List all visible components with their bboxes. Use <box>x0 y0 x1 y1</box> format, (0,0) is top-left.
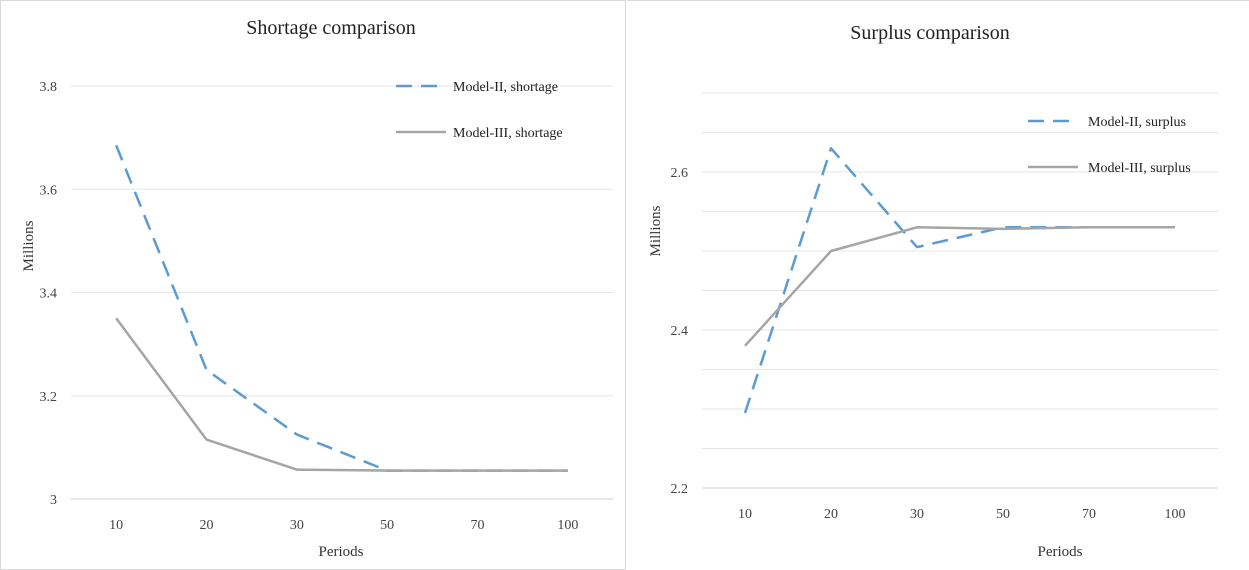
surplus-chart-panel: Surplus comparison 2.2 2.4 2.6 10 20 30 50 70 100… <box>627 0 1249 570</box>
legend-label-2: Model-III, shortage <box>453 126 563 141</box>
y-axis-label: Millions <box>21 220 37 271</box>
legend-label-1: Model-II, surplus <box>1088 115 1186 130</box>
x-tick-label: 50 <box>996 507 1010 522</box>
shortage-chart: Shortage comparison 3 3.2 3.4 3.6 3.8 10 20 30 50… <box>21 17 613 560</box>
y-tick-label: 3.4 <box>40 287 58 302</box>
legend-label-1: Model-II, shortage <box>453 80 558 95</box>
series-line-2 <box>744 226 1175 347</box>
surplus-chart: Surplus comparison 2.2 2.4 2.6 10 20 30 50 70 100… <box>648 22 1218 560</box>
legend-label-2: Model-III, surplus <box>1088 161 1191 176</box>
x-tick-label: 20 <box>200 518 214 533</box>
x-tick-label: 100 <box>1165 507 1186 522</box>
y-tick-label: 2.4 <box>671 324 689 339</box>
y-tick-label: 3.6 <box>40 183 58 198</box>
x-tick-label: 70 <box>471 518 485 533</box>
shortage-chart-panel: Shortage comparison 3 3.2 3.4 3.6 3.8 10 20 30 50… <box>0 0 626 570</box>
x-axis-label: Periods <box>319 544 364 560</box>
x-tick-label: 20 <box>824 507 838 522</box>
x-tick-label: 100 <box>557 518 578 533</box>
x-axis-label: Periods <box>1038 544 1083 560</box>
x-tick-label: 30 <box>910 507 924 522</box>
chart-title: Surplus comparison <box>850 22 1009 44</box>
y-tick-label: 3 <box>50 493 57 508</box>
series-line-1 <box>115 144 568 472</box>
y-axis-label: Millions <box>648 205 664 256</box>
x-tick-label: 10 <box>738 507 752 522</box>
y-tick-label: 2.2 <box>671 482 689 497</box>
series-line-2 <box>115 317 568 472</box>
series-line-1 <box>743 147 1175 414</box>
x-tick-label: 50 <box>380 518 394 533</box>
chart-title: Shortage comparison <box>246 17 415 39</box>
x-tick-label: 30 <box>290 518 304 533</box>
y-tick-label: 3.2 <box>40 390 58 405</box>
x-tick-label: 70 <box>1082 507 1096 522</box>
y-tick-label: 3.8 <box>40 80 58 95</box>
y-tick-label: 2.6 <box>671 166 689 181</box>
x-tick-label: 10 <box>109 518 123 533</box>
